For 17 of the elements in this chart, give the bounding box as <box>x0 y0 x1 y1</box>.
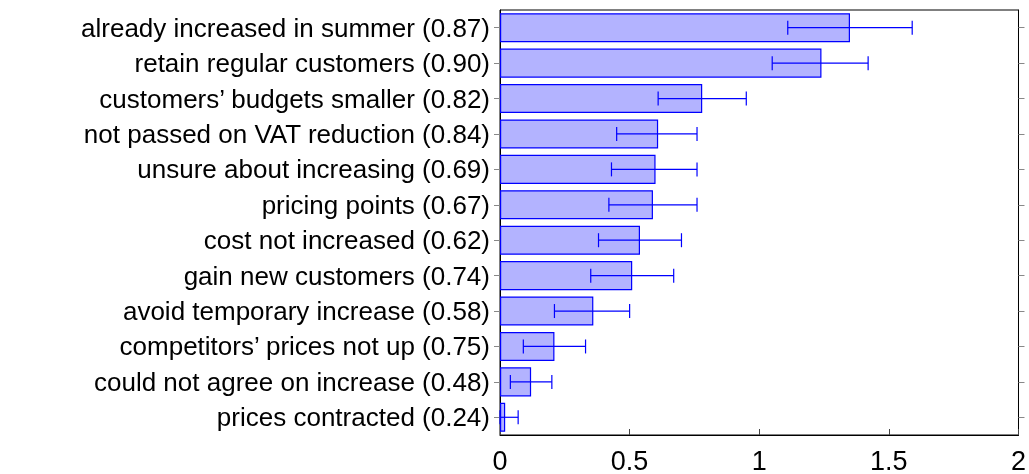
y-tick-label: customers’ budgets smaller (0.82) <box>99 83 490 114</box>
y-tick-label: pricing points (0.67) <box>261 189 490 220</box>
x-tick-label: 0 <box>492 445 508 474</box>
x-tick-label: 2 <box>1010 445 1027 474</box>
x-tick-label: 1.5 <box>870 445 908 474</box>
y-tick-label: competitors’ prices not up (0.75) <box>119 331 490 362</box>
y-tick-label: avoid temporary increase (0.58) <box>122 296 490 327</box>
y-tick-label: already increased in summer (0.87) <box>81 12 490 43</box>
y-tick-label: cost not increased (0.62) <box>203 225 490 256</box>
x-tick-label: 1 <box>751 445 767 474</box>
y-tick-label: gain new customers (0.74) <box>183 260 490 291</box>
y-tick-label: prices contracted (0.24) <box>216 402 490 433</box>
x-tick-label: 0.5 <box>610 445 649 474</box>
y-tick-label: not passed on VAT reduction (0.84) <box>83 118 490 149</box>
y-tick-label: retain regular customers (0.90) <box>134 48 490 79</box>
y-tick-label: could not agree on increase (0.48) <box>93 366 490 397</box>
y-tick-label: unsure about increasing (0.69) <box>137 154 490 185</box>
